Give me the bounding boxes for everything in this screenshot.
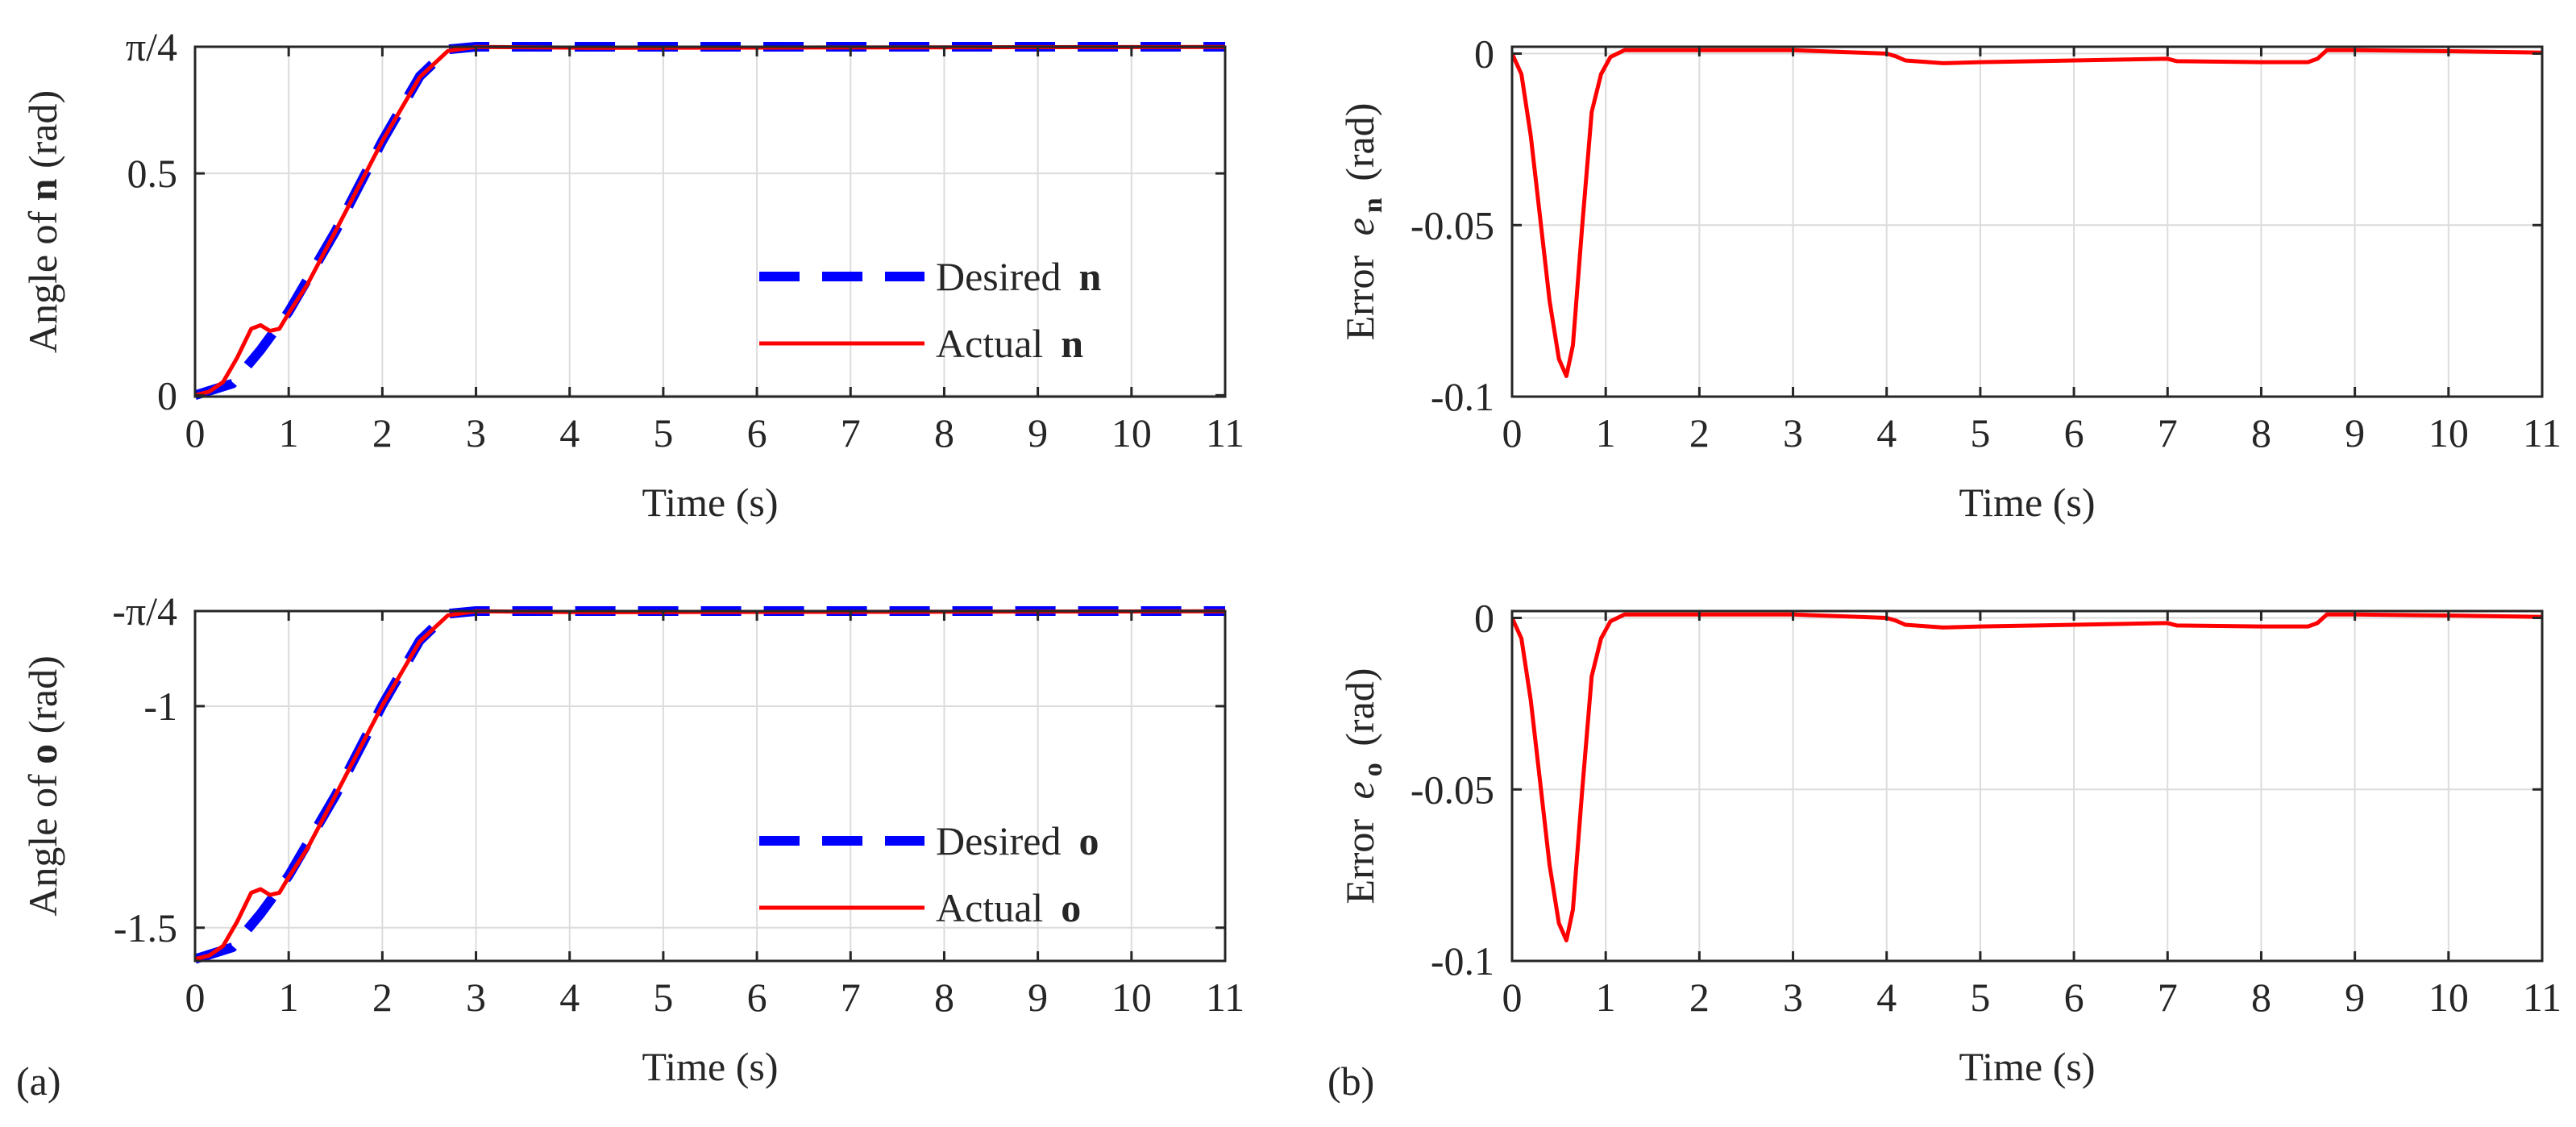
x-axis-label: Time (s) — [1959, 1044, 2095, 1089]
x-tick-label: 3 — [1783, 410, 1803, 455]
x-tick-label: 7 — [2158, 410, 2178, 455]
plot-area — [195, 47, 1225, 397]
y-tick-label: -1 — [143, 684, 177, 729]
x-axis-label: Time (s) — [642, 480, 778, 525]
axes-box — [193, 45, 1227, 398]
x-tick-label: 0 — [1502, 975, 1523, 1020]
x-tick-label: 10 — [2429, 975, 2469, 1020]
y-tick-label: 0.5 — [127, 151, 178, 196]
x-tick-label: 10 — [2429, 410, 2469, 455]
x-tick-label: 4 — [559, 410, 580, 455]
y-tick-label: 0 — [157, 372, 177, 418]
y-tick-label: 0 — [1474, 31, 1494, 77]
x-tick-label: 8 — [2251, 975, 2271, 1020]
x-tick-label: 8 — [934, 975, 954, 1020]
y-tick-label: π/4 — [126, 24, 177, 69]
legend-label-desired: Desired o — [936, 818, 1099, 863]
x-tick-label: 9 — [1028, 975, 1048, 1020]
x-tick-label: 1 — [1596, 410, 1616, 455]
x-tick-label: 6 — [2064, 410, 2084, 455]
x-tick-label: 11 — [2523, 975, 2561, 1020]
axes-box — [193, 609, 1227, 963]
plot-area — [195, 611, 1225, 961]
x-tick-label: 9 — [2345, 975, 2365, 1020]
panel-label-b: (b) — [1327, 1058, 1374, 1104]
x-tick-label: 2 — [372, 975, 393, 1020]
x-tick-label: 3 — [466, 410, 486, 455]
y-tick-label: -1.5 — [114, 905, 177, 950]
series-line-actual — [195, 609, 1225, 962]
chart-error-o: 0 1 2 3 4 5 6 7 8 9 10 11 0 -0.05 -0.1 Time (s) Error eo… — [1337, 596, 2561, 1089]
y-tick-label: -0.1 — [1431, 938, 1494, 984]
x-tick-label: 9 — [2345, 410, 2365, 455]
x-tick-label: 9 — [1028, 410, 1048, 455]
legend-label-actual: Actual n — [936, 321, 1083, 366]
x-tick-label: 5 — [653, 975, 673, 1020]
legend-label-actual: Actual o — [936, 885, 1081, 930]
x-tick-label: 6 — [747, 410, 767, 455]
x-tick-label: 2 — [1689, 975, 1710, 1020]
series-line-actual — [195, 44, 1225, 397]
chart-angle-n: 0 1 2 3 4 5 6 7 8 9 10 11 0 0.5 π/4 Time (s) Angle of n … — [20, 24, 1244, 525]
x-tick-label: 5 — [1970, 975, 1990, 1020]
axes-box — [1510, 609, 2544, 963]
legend: Desired o Actual o — [759, 818, 1099, 930]
x-tick-label: 3 — [1783, 975, 1803, 1020]
y-axis-label: Error eo (rad) — [1337, 668, 1388, 905]
y-axis-label: Angle of n (rad) — [20, 90, 65, 353]
x-tick-label: 0 — [1502, 410, 1523, 455]
x-tick-label: 2 — [1689, 410, 1710, 455]
x-tick-label: 1 — [279, 410, 299, 455]
x-tick-label: 7 — [2158, 975, 2178, 1020]
legend-label-desired: Desired n — [936, 254, 1102, 299]
y-tick-label: -π/4 — [112, 588, 177, 634]
series-line-error — [1512, 612, 2542, 942]
y-axis-label: Angle of o (rad) — [20, 655, 65, 917]
y-axis-label: Error en (rad) — [1337, 103, 1388, 341]
series-line-error — [1512, 48, 2542, 378]
x-tick-label: 5 — [653, 410, 673, 455]
x-tick-label: 8 — [2251, 410, 2271, 455]
x-tick-label: 7 — [841, 410, 861, 455]
x-tick-label: 0 — [185, 975, 206, 1020]
x-tick-label: 7 — [841, 975, 861, 1020]
x-tick-label: 4 — [1876, 410, 1897, 455]
x-tick-label: 10 — [1111, 410, 1152, 455]
x-axis-label: Time (s) — [642, 1044, 778, 1089]
axes-box — [1510, 45, 2544, 398]
y-tick-label: -0.05 — [1411, 202, 1494, 247]
panel-label-a: (a) — [16, 1058, 61, 1104]
x-axis-label: Time (s) — [1959, 480, 2095, 525]
chart-error-n: 0 1 2 3 4 5 6 7 8 9 10 11 0 -0.05 -0.1 Time (s) Error en… — [1337, 31, 2561, 525]
y-tick-label: 0 — [1474, 596, 1494, 641]
x-tick-label: 11 — [1206, 410, 1244, 455]
x-tick-label: 3 — [466, 975, 486, 1020]
x-tick-label: 8 — [934, 410, 954, 455]
x-tick-label: 6 — [747, 975, 767, 1020]
x-tick-label: 11 — [1206, 975, 1244, 1020]
x-tick-label: 4 — [559, 975, 580, 1020]
plot-area — [1512, 47, 2542, 397]
chart-angle-o: 0 1 2 3 4 5 6 7 8 9 10 11 -π/4 -1 -1.5 Time (s) Angle of… — [20, 588, 1244, 1089]
x-tick-label: 11 — [2523, 410, 2561, 455]
legend: Desired n Actual n — [759, 254, 1102, 366]
y-tick-label: -0.1 — [1431, 374, 1494, 419]
x-tick-label: 5 — [1970, 410, 1990, 455]
x-tick-label: 0 — [185, 410, 206, 455]
y-tick-label: -0.05 — [1411, 767, 1494, 812]
x-tick-label: 6 — [2064, 975, 2084, 1020]
x-tick-label: 1 — [279, 975, 299, 1020]
x-tick-label: 2 — [372, 410, 393, 455]
x-tick-label: 10 — [1111, 975, 1152, 1020]
x-tick-label: 4 — [1876, 975, 1897, 1020]
x-tick-label: 1 — [1596, 975, 1616, 1020]
plot-area — [1512, 611, 2542, 961]
